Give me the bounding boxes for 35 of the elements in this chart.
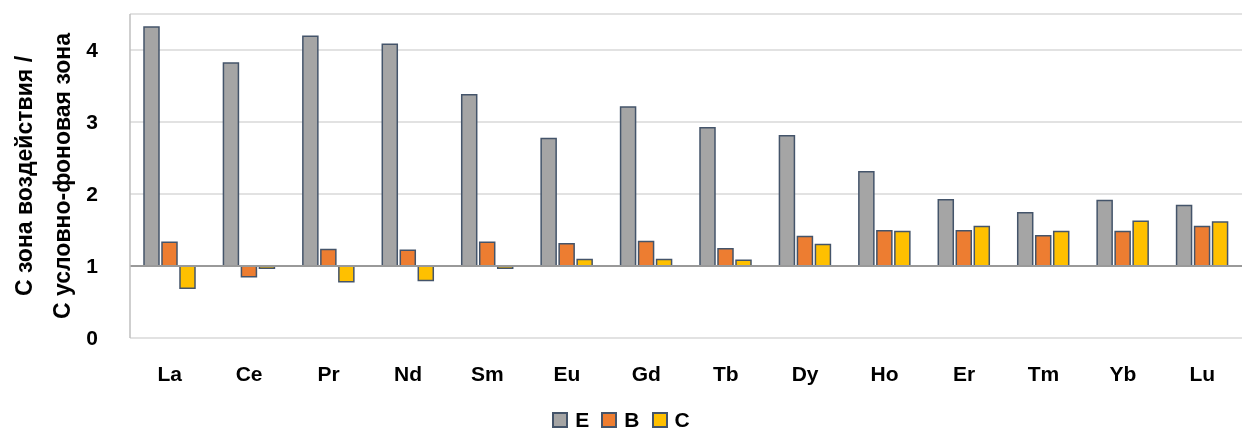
bar xyxy=(338,265,355,283)
x-tick-label: Eu xyxy=(553,361,581,385)
x-tick-label: Ce xyxy=(235,361,263,385)
legend-label: E xyxy=(575,408,590,432)
x-tick-label: Sm xyxy=(471,361,504,385)
y-axis-title: C зона воздействия / C условно-фоновая зона xyxy=(11,32,75,319)
bar xyxy=(973,225,991,267)
x-tick-label: Yb xyxy=(1109,361,1137,385)
bar xyxy=(1034,235,1052,267)
bar xyxy=(399,249,417,267)
x-tick-label: Tb xyxy=(712,361,739,385)
bar xyxy=(478,241,496,267)
x-tick-label: Gd xyxy=(631,361,661,385)
y-tick-label: 1 xyxy=(86,254,99,278)
bar xyxy=(796,235,814,267)
y-tick-label: 3 xyxy=(86,110,98,134)
bar xyxy=(1193,225,1211,267)
y-tick-label: 2 xyxy=(86,182,98,206)
x-tick-label: Tm xyxy=(1027,361,1060,385)
bar xyxy=(1052,230,1070,267)
bar xyxy=(955,229,973,267)
x-tick-label: Nd xyxy=(394,361,422,385)
x-tick-label: La xyxy=(157,361,183,385)
x-tick-label: Dy xyxy=(791,361,819,385)
bar xyxy=(1211,221,1229,267)
legend-label: B xyxy=(624,408,640,432)
y-tick-label: 0 xyxy=(86,326,98,350)
x-tick-label: Lu xyxy=(1189,361,1216,385)
y-tick-label: 4 xyxy=(86,38,99,62)
x-tick-label: Pr xyxy=(317,361,340,385)
bar xyxy=(179,265,196,290)
x-tick-label: Er xyxy=(952,361,976,385)
bar xyxy=(637,240,655,267)
legend-label: C xyxy=(674,408,690,432)
x-tick-label: Ho xyxy=(870,361,899,385)
